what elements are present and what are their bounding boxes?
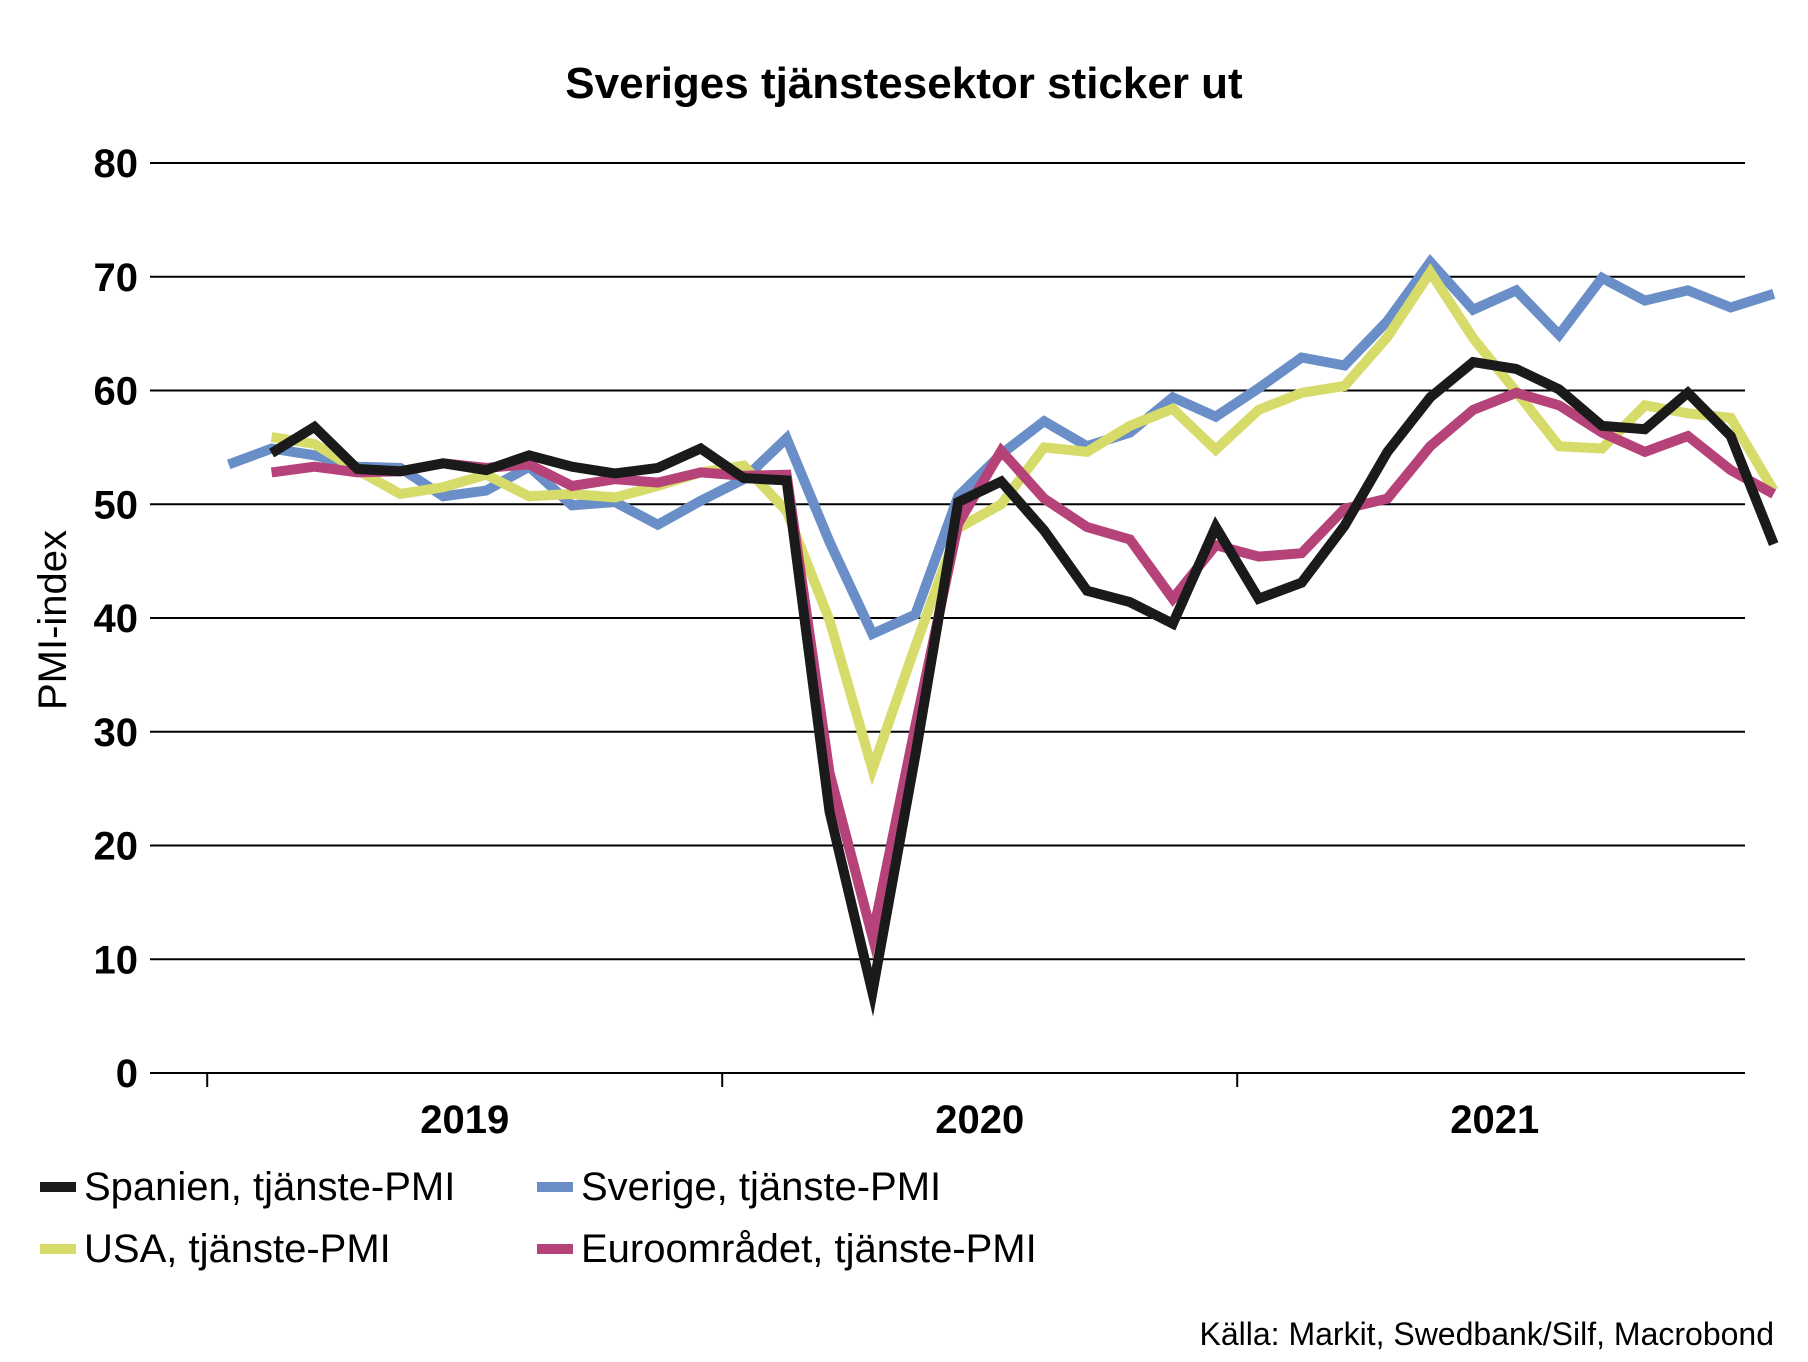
y-tick-label: 50 [94, 483, 139, 527]
legend-label: USA, tjänste-PMI [84, 1227, 391, 1271]
y-axis-label: PMI-index [31, 530, 75, 710]
y-tick-label: 0 [116, 1052, 138, 1096]
y-tick-labels: 0 10 20 30 40 50 60 70 80 [94, 142, 139, 1096]
grid-lines [150, 162, 1745, 1074]
chart-title: Sveriges tjänstesektor sticker ut [565, 59, 1243, 108]
y-tick-label: 30 [94, 711, 139, 755]
series-lines [226, 254, 1779, 1017]
legend-label: Spanien, tjänste-PMI [84, 1165, 455, 1209]
series-line-0 [268, 356, 1779, 1017]
series-line-3 [270, 387, 1777, 959]
series-line-2 [270, 263, 1779, 786]
y-tick-label: 70 [94, 256, 139, 300]
y-tick-label: 10 [94, 938, 139, 982]
y-tick-label: 60 [94, 370, 139, 414]
x-tick-label: 2021 [1450, 1098, 1539, 1142]
legend-label: Sverige, tjänste-PMI [581, 1165, 941, 1209]
x-tick-label: 2020 [935, 1098, 1024, 1142]
x-axis: 2019 2020 2021 [206, 1073, 1539, 1142]
y-tick-label: 40 [94, 597, 139, 641]
source-note: Källa: Markit, Swedbank/Silf, Macrobond [1200, 1316, 1774, 1352]
y-tick-label: 80 [94, 142, 139, 186]
legend: Spanien, tjänste-PMI Sverige, tjänste-PMI… [40, 1165, 1037, 1271]
y-tick-label: 20 [94, 825, 139, 869]
legend-label: Euroområdet, tjänste-PMI [581, 1227, 1037, 1271]
x-tick-label: 2019 [420, 1098, 509, 1142]
